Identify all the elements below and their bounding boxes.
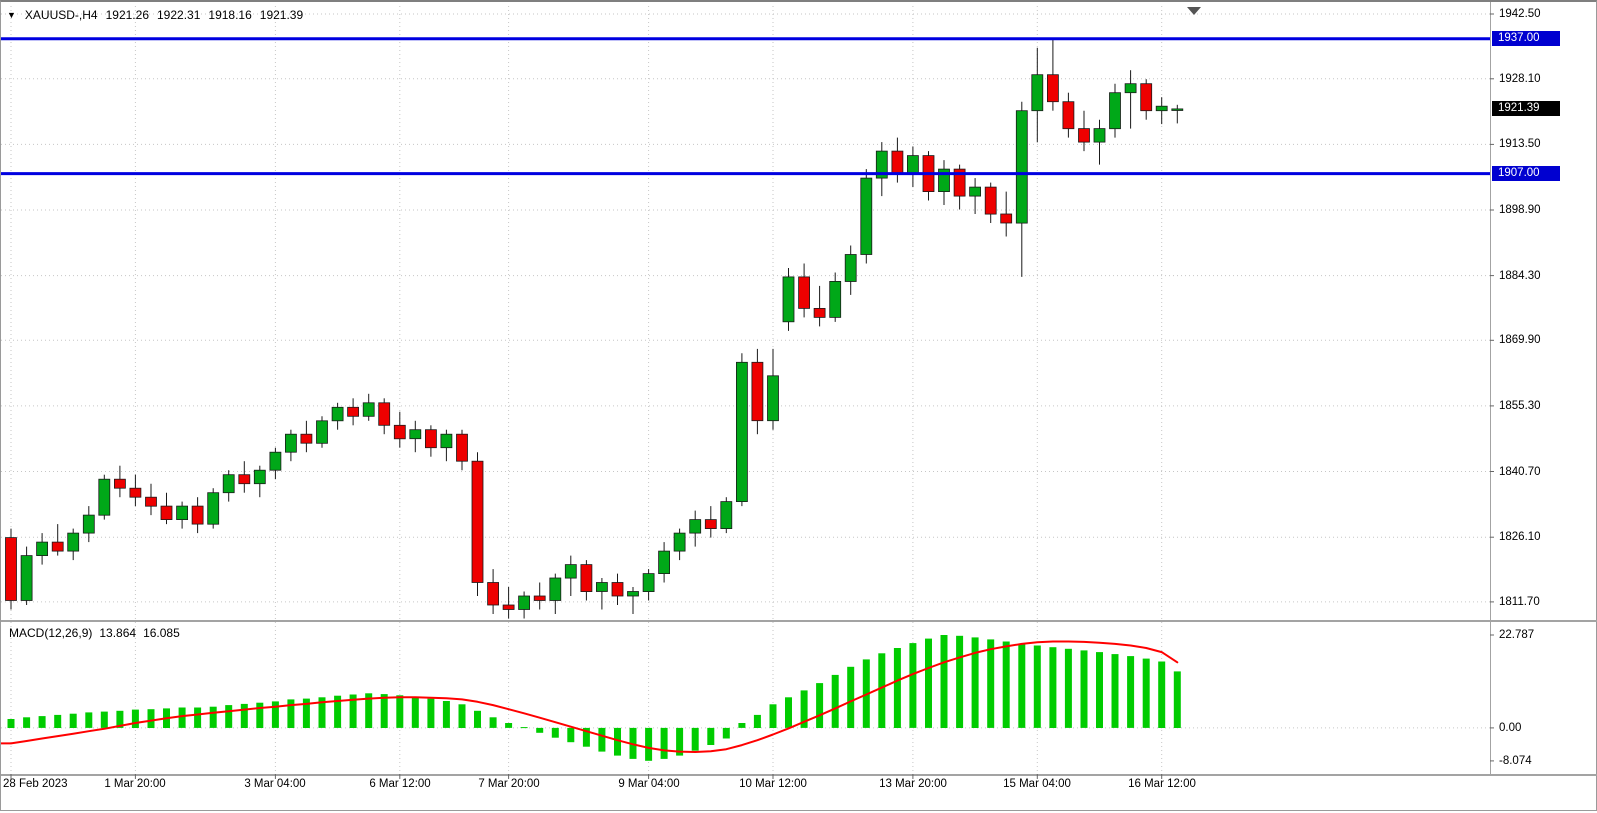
symbol-dropdown-icon[interactable]: ▼	[7, 10, 16, 20]
price-tick-label: 1913.50	[1499, 138, 1541, 150]
ohlc-high: 1922.31	[157, 8, 201, 22]
macd-histogram	[7, 635, 1181, 761]
price-tick-label: 1855.30	[1499, 400, 1541, 412]
price-tick-label: 1840.70	[1499, 466, 1541, 478]
ohlc-low: 1918.16	[208, 8, 252, 22]
time-axis-label: 10 Mar 12:00	[739, 778, 807, 790]
price-tick-label: 1826.10	[1499, 531, 1541, 543]
chart-shift-icon[interactable]	[1187, 7, 1201, 15]
macd-indicator-label: MACD(12,26,9) 13.864 16.085	[9, 626, 180, 640]
ohlc-open: 1921.26	[105, 8, 149, 22]
time-axis-label: 28 Feb 2023	[3, 778, 68, 790]
macd-tick-label: -8.074	[1499, 755, 1532, 767]
price-tick-label: 1942.50	[1499, 8, 1541, 20]
price-tick-label: 1869.90	[1499, 334, 1541, 346]
price-tick-label: 1884.30	[1499, 270, 1541, 282]
price-tick-label: 1811.70	[1499, 596, 1540, 608]
current-price-tag: 1921.39	[1492, 101, 1560, 116]
hline-price-tag: 1907.00	[1492, 166, 1560, 181]
time-axis-label: 3 Mar 04:00	[244, 778, 306, 790]
macd-signal-line	[1, 640, 1179, 753]
symbol-timeframe-label: XAUUSD-,H4	[24, 8, 98, 22]
macd-name: MACD(12,26,9)	[9, 626, 93, 640]
macd-main-value: 13.864	[99, 626, 137, 640]
price-tick-label: 1898.90	[1499, 204, 1541, 216]
macd-tick-label: 0.00	[1499, 722, 1522, 734]
time-axis-label: 15 Mar 04:00	[1003, 778, 1071, 790]
ohlc-close: 1921.39	[259, 8, 304, 22]
time-axis-label: 16 Mar 12:00	[1128, 778, 1196, 790]
chart-header: ▼ XAUUSD-,H4 1921.26 1922.31 1918.16 192…	[7, 8, 303, 22]
macd-signal-value: 16.085	[143, 626, 180, 640]
time-axis-label: 9 Mar 04:00	[618, 778, 680, 790]
time-axis-label: 6 Mar 12:00	[369, 778, 431, 790]
hline-price-tag: 1937.00	[1492, 31, 1560, 46]
price-axis[interactable]: 1942.50 1928.10 1913.50 1898.90 1884.30 1869.…	[1491, 2, 1597, 774]
candles-layer	[5, 38, 1184, 619]
time-axis-label: 13 Mar 20:00	[879, 778, 947, 790]
price-tick-label: 1928.10	[1499, 73, 1541, 85]
time-axis-label: 1 Mar 20:00	[104, 778, 166, 790]
macd-tick-label: 22.787	[1499, 629, 1535, 641]
time-axis-label: 7 Mar 20:00	[478, 778, 540, 790]
time-axis[interactable]: 28 Feb 2023 1 Mar 20:00 3 Mar 04:00 6 Mar 1…	[1, 777, 1490, 797]
